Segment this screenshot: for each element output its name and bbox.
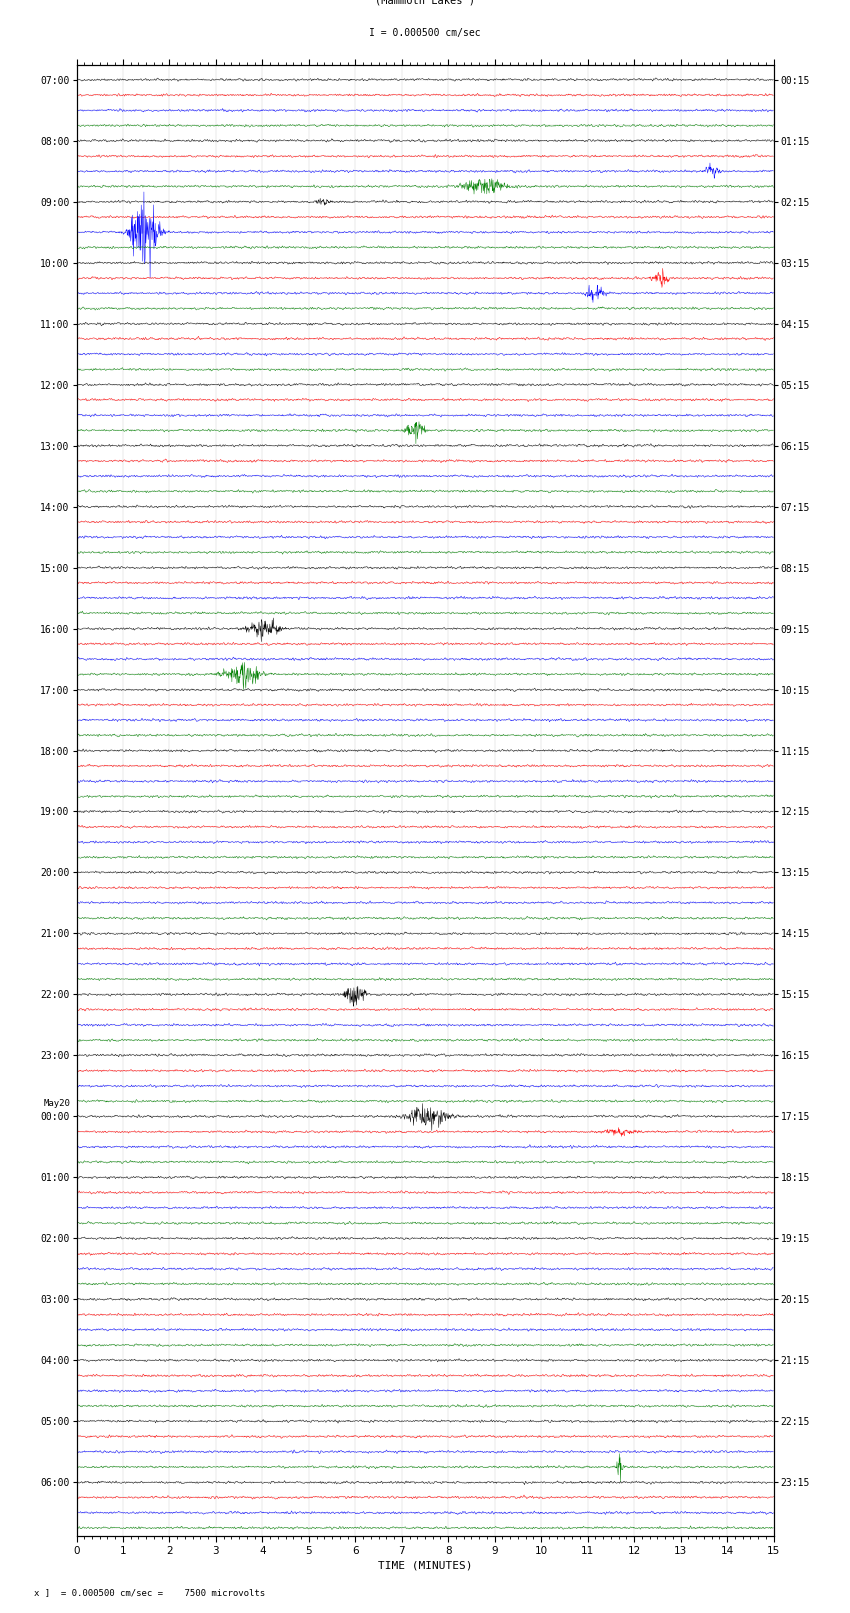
Text: (Mammoth Lakes ): (Mammoth Lakes ) bbox=[375, 0, 475, 6]
Text: May20: May20 bbox=[44, 1098, 71, 1108]
X-axis label: TIME (MINUTES): TIME (MINUTES) bbox=[377, 1560, 473, 1569]
Text: I = 0.000500 cm/sec: I = 0.000500 cm/sec bbox=[369, 27, 481, 39]
Text: x ]  = 0.000500 cm/sec =    7500 microvolts: x ] = 0.000500 cm/sec = 7500 microvolts bbox=[34, 1587, 265, 1597]
